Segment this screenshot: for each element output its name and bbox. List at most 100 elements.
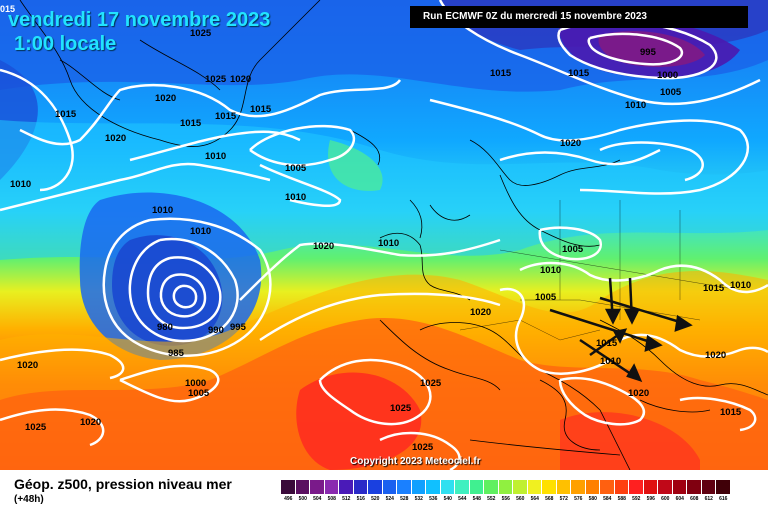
isobar-label: 1020 [313,241,334,252]
colorbar-label: 512 [342,496,351,502]
colorbar-label: 596 [646,496,655,502]
colorbar-label: 588 [617,496,626,502]
colorbar-swatch [658,480,673,494]
isobar-label: 1010 [10,179,31,190]
isobar-label: 1020 [470,307,491,318]
isobar-label: 1020 [230,74,251,85]
colorbar-swatch [484,480,499,494]
colorbar-swatch [339,480,354,494]
isobar-label: 1025 [205,74,227,85]
colorbar [281,480,731,494]
isobar-label: 1005 [562,244,584,255]
isobar-label: 1015 [180,118,202,129]
isobar-label: 990 [208,325,224,336]
isobar-label: 1010 [600,356,621,367]
colorbar-label: 500 [298,496,307,502]
arrows [549,277,693,383]
colorbar-swatch [368,480,383,494]
colorbar-label: 508 [327,496,336,502]
colorbar-swatch [542,480,557,494]
isobar-label: 985 [168,348,185,359]
isobar-label: 1010 [205,151,226,162]
colorbar-swatch [614,480,629,494]
colorbar-swatch [527,480,542,494]
isobar-label: 1020 [105,133,126,144]
colorbar-label: 532 [414,496,423,502]
isobar-label: 1005 [188,388,210,399]
colorbar-swatch [556,480,571,494]
colorbar-swatch [687,480,702,494]
isobar-label: 1005 [285,163,307,174]
isobar-labels: 1025 1025 1020 1015 1015 1020 1020 1015 … [10,28,751,453]
run-info-banner: Run ECMWF 0Z du mercredi 15 novembre 202… [410,6,748,28]
forecast-date-title: vendredi 17 novembre 2023 [8,9,271,31]
isobar-label: 1020 [17,360,38,371]
colorbar-label: 612 [704,496,713,502]
forecast-time-title: 1:00 locale [14,33,117,55]
colorbar-swatch [716,480,731,494]
colorbar-label: 608 [690,496,699,502]
colorbar-swatch [513,480,528,494]
colorbar-label: 496 [284,496,293,502]
colorbar-swatch [324,480,339,494]
isobar-label: 1015 [720,407,742,418]
colorbar-label: 584 [603,496,612,502]
colorbar-label: 616 [719,496,728,502]
colorbar-label: 536 [429,496,438,502]
isobar-label: 980 [157,322,173,333]
colorbar-label: 592 [632,496,641,502]
colorbar-swatch [411,480,426,494]
colorbar-label: 548 [472,496,481,502]
isobar-label: 1025 [25,422,47,433]
isobar-label: 1010 [540,265,561,276]
forecast-offset: (+48h) [14,494,44,505]
isobar-label: 1020 [628,388,649,399]
isobar-label: 1015 [490,68,512,79]
isobar-label: 995 [640,47,657,58]
isobar-label: 1020 [705,350,726,361]
colorbar-swatch [281,480,296,494]
colorbar-label: 524 [385,496,394,502]
isobar-label: 1000 [657,70,678,81]
colorbar-swatch [498,480,513,494]
forecast-map: 1025 1025 1020 1015 1015 1020 1020 1015 … [0,0,768,470]
colorbar-swatch [353,480,368,494]
coastlines [19,0,768,470]
isobar-label: 1010 [152,205,173,216]
colorbar-label: 528 [400,496,409,502]
colorbar-swatch [440,480,455,494]
isobar-label: 1025 [420,378,442,389]
isobar-label: 1015 [215,111,237,122]
isobar-label: 1015 [55,109,77,120]
colorbar-swatch [469,480,484,494]
isobar-label: 1005 [660,87,682,98]
isobar-label: 1010 [285,192,306,203]
colorbar-swatch [310,480,325,494]
corner-isobar-label: 015 [0,4,16,14]
isobar-label: 1010 [625,100,646,111]
legend-footer: Géop. z500, pression niveau mer (+48h) 4… [0,470,768,512]
colorbar-label: 540 [443,496,452,502]
colorbar-label: 504 [313,496,322,502]
isobar-label: 1010 [190,226,211,237]
colorbar-label: 580 [588,496,597,502]
isobar-label: 1025 [390,403,412,414]
isobar-label: 1025 [190,28,212,39]
colorbar-label: 600 [661,496,670,502]
isobar-label: 1015 [568,68,590,79]
isobar-label: 1015 [250,104,272,115]
colorbar-label: 520 [371,496,380,502]
colorbar-label: 576 [574,496,583,502]
colorbar-swatch [397,480,412,494]
colorbar-swatch [571,480,586,494]
colorbar-label: 604 [675,496,684,502]
map-caption: Géop. z500, pression niveau mer [14,476,232,492]
isobar-label: 1015 [703,283,725,294]
colorbar-label: 516 [356,496,365,502]
colorbar-swatch [672,480,687,494]
colorbar-label: 556 [501,496,510,502]
isobar-label: 1010 [378,238,399,249]
isobar-label: 1020 [80,417,101,428]
isobar-label: 1020 [155,93,176,104]
